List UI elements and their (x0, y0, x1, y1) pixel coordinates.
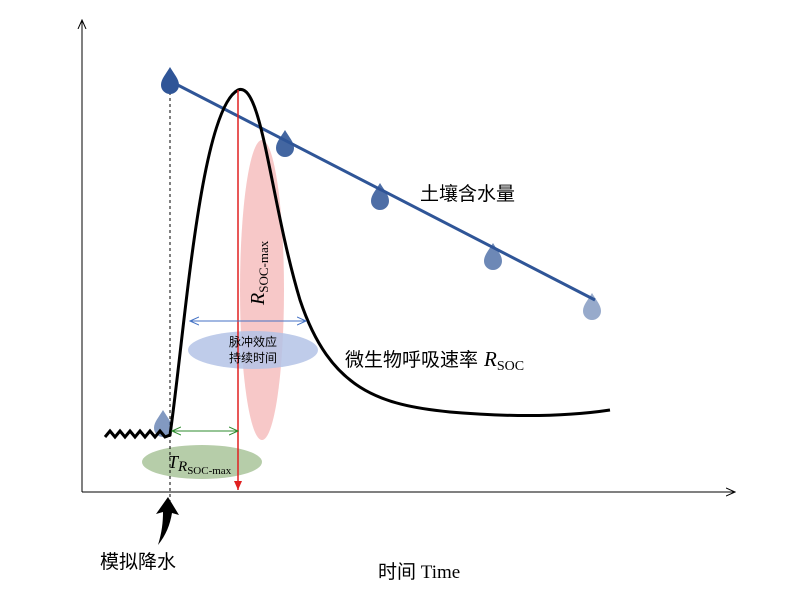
droplet (484, 243, 502, 270)
droplets (154, 67, 601, 437)
time-peak-label: TRSOC-max (168, 452, 232, 477)
pulse-label: 持续时间 (229, 350, 277, 365)
pulse-ellipse (188, 331, 318, 369)
precip-arrow (156, 497, 179, 545)
label-sub: SOC-max (187, 465, 232, 477)
pulse-label: 脉冲效应 (229, 334, 277, 349)
precip-label: 模拟降水 (100, 551, 176, 573)
label-text: 微生物呼吸速率 (345, 349, 484, 371)
label-sub: SOC (497, 359, 524, 374)
droplet (276, 130, 294, 157)
respiration-curve (103, 88, 611, 440)
peak-label: RSOC-max (247, 240, 271, 306)
label-var: T (168, 452, 180, 472)
label-sub: SOC-max (256, 240, 271, 293)
droplet (161, 67, 179, 94)
x-axis-label: 时间 Time (378, 561, 460, 583)
droplet (583, 293, 601, 320)
time-ellipse (142, 445, 262, 479)
respiration-label: 微生物呼吸速率 RSOC (345, 347, 524, 374)
label-var: R (247, 293, 269, 306)
moisture-label: 土壤含水量 (420, 183, 515, 205)
label-var: R (483, 347, 497, 371)
label-var: R (177, 459, 187, 475)
